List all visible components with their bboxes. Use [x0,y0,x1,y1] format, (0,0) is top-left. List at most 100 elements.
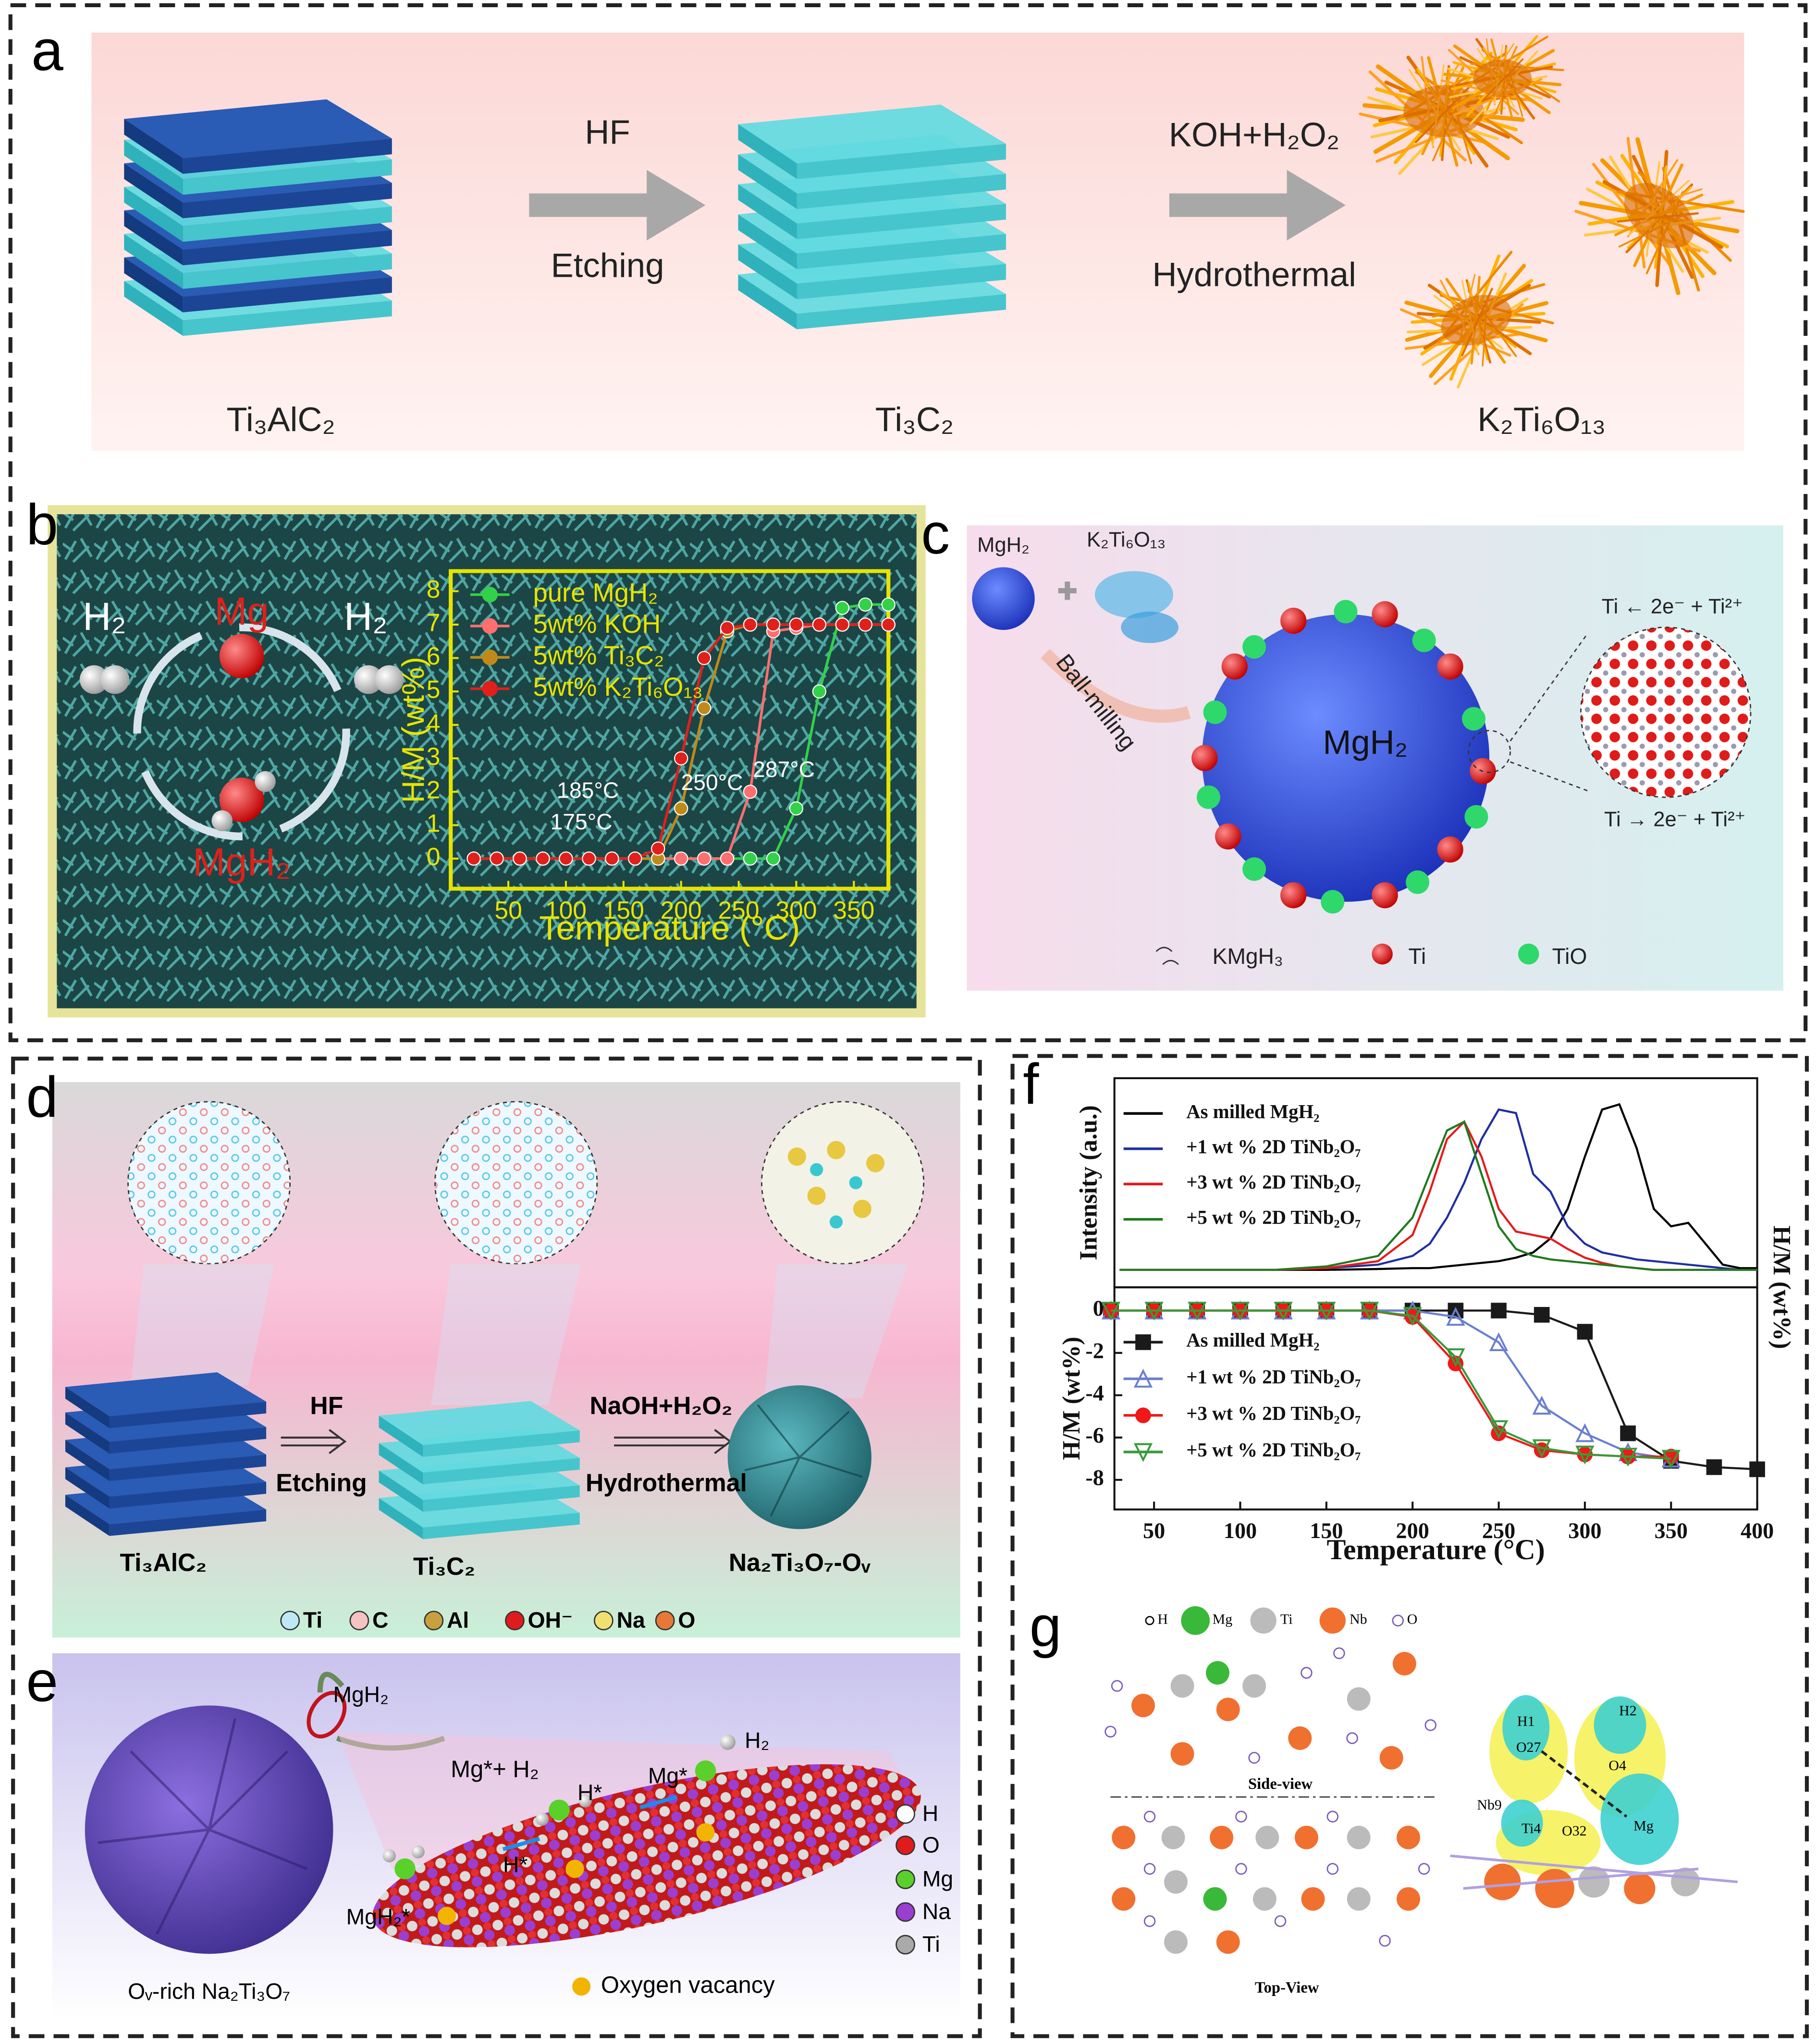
legend-label: As milled MgH₂ [1186,1330,1319,1351]
arrow [1169,170,1346,241]
marker [1317,1302,1336,1321]
plot-frame [449,569,891,891]
reagent: NaOH+H₂O₂ [590,1391,733,1419]
marker [1133,1368,1153,1388]
panel-a: a HF Etching KOH+H₂O₂ Hydrothermal Ti₃Al… [31,19,1771,451]
atom-label: H2 [1619,1703,1637,1719]
atom [219,634,264,678]
surface [372,1764,921,1947]
legend-label: +1 wt % 2D TiNb₂O₇ [1186,1366,1361,1388]
x-tick-label: 400 [1741,1518,1774,1543]
reactant: MgH₂ [977,533,1030,556]
legend-label: As milled MgH₂ [1186,1101,1319,1122]
marker [1144,1302,1164,1321]
legend-label: O [678,1608,695,1633]
x-tick-label: 100 [1224,1518,1257,1543]
legend-label: OH⁻ [528,1608,573,1633]
atom [219,777,264,822]
series-line [1119,1120,1757,1271]
legend-label: Ti [1280,1612,1293,1627]
x-tick-label: 100 [545,896,587,924]
x-tick-label: 250 [1482,1518,1515,1543]
series-line [1119,1108,1757,1271]
panel-e: e MgH₂ Mg*+ H₂ H₂ H* H* Mg* MgH₂* Oᵥ-ric… [26,1650,960,2019]
marker [766,617,781,632]
marker [466,851,481,866]
y2-axis-label: H/M (wt%) [1768,1226,1795,1349]
y-tick-label: 2 [427,776,441,803]
panel-b-bg [48,505,926,1018]
reagent: HF [585,113,630,151]
marker [812,684,827,699]
cycle-label: Mg [214,590,269,633]
y-axis-label: H/M (wt%) [1058,1337,1085,1460]
marker [536,851,550,866]
legend-label: 5wt% KOH [533,609,661,639]
reactant: K₂Ti₆O₁₃ [1087,529,1166,552]
marker [651,841,665,856]
label: Mg*+ H₂ [451,1756,539,1782]
marker [559,851,573,866]
panel-c: c MgH₂ K₂Ti₆O₁₃ Ball-milling MgH₂ Ti ← 2… [921,502,1784,991]
legend-label: 5wt% Ti₃C₂ [533,641,664,670]
marker [1360,1302,1379,1321]
legend-label: +5 wt % 2D TiNb₂O₇ [1186,1439,1361,1461]
label: H₂ [745,1728,769,1753]
series-line [1119,1103,1757,1271]
marker [674,801,688,816]
legend-label: Na [922,1899,951,1924]
plot-frame [1113,1286,1758,1511]
marker [743,851,758,866]
reagent: KOH+H₂O₂ [1169,115,1339,153]
marker [697,701,712,715]
marker [674,851,688,866]
panel-b: b H₂ Mg H₂ MgH₂ [26,493,926,1018]
marker [1575,1423,1595,1442]
legend-label: Nb [1350,1612,1367,1627]
marker [697,651,712,665]
atom-label: O4 [1608,1758,1626,1773]
y-tick-label: -8 [1085,1465,1104,1490]
annotation: 185°C [557,778,619,803]
chart: 50 100 150 200 250 300 350 0 1 2 3 4 5 6 7 8 Temperature… [395,575,896,947]
legend-label: KMgH₃ [1213,944,1283,969]
atom-label: Ti4 [1522,1821,1541,1836]
marker [582,851,596,866]
reagent: HF [310,1391,343,1419]
process: Hydrothermal [586,1469,747,1497]
annotation: 287°C [753,757,815,782]
marker [789,617,804,632]
view-label: Side-view [1248,1775,1313,1793]
particle: MgH₂ [1323,723,1408,761]
atom-label: Nb9 [1477,1797,1502,1813]
x-axis-label: Temperature (°C) [1327,1534,1545,1565]
panel-label: b [26,493,58,557]
process: Hydrothermal [1152,255,1356,293]
marker [1274,1302,1293,1321]
marker [1749,1461,1765,1478]
cycle-label: MgH₂ [193,840,291,884]
y-tick-label: 1 [427,809,441,837]
legend-label: H [1157,1612,1168,1627]
marker [1403,1307,1422,1326]
y-tick-label: 7 [427,609,441,637]
frame-de [11,1057,982,2038]
marker [720,621,735,635]
series-line [1111,1309,1671,1460]
reaction: Ti ← 2e⁻ + Ti²⁺ [1602,595,1743,618]
marker [1532,1439,1551,1458]
marker [1188,1302,1207,1321]
material: Ti₃C₂ [413,1552,475,1580]
y-tick-label: 6 [427,642,441,670]
atom-label: O32 [1562,1823,1587,1839]
x-tick-label: 350 [833,896,874,924]
x-tick-label: 300 [1568,1518,1601,1543]
marker [858,597,872,612]
label: H* [503,1852,528,1877]
legend-label: Ti [303,1608,322,1633]
marker [1135,1407,1151,1424]
marker [674,751,688,765]
frame-top [8,3,1808,1043]
legend-label: +3 wt % 2D TiNb₂O₇ [1186,1171,1361,1193]
marker [1489,1420,1509,1440]
